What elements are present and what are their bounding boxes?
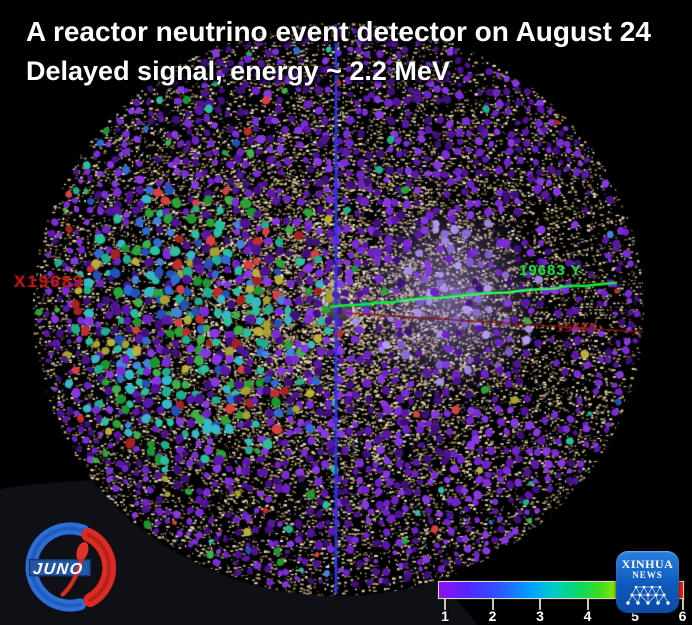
axis-label-x-left: X19683: [14, 272, 85, 291]
colorbar-tick-label: 4: [583, 608, 592, 624]
page-title: A reactor neutrino event detector on Aug…: [26, 16, 651, 47]
xinhua-logo-title: XINHUA: [621, 557, 674, 571]
colorbar-tick-label: 2: [488, 608, 497, 624]
colorbar-tick-label: 6: [678, 608, 687, 624]
colorbar-tick: [444, 599, 446, 610]
colorbar-tick-label: 5: [631, 608, 639, 624]
colorbar-tick-label: 1: [441, 608, 449, 624]
axis-label-x-right-faint: 19683: [556, 320, 598, 335]
colorbar-tick-label: 3: [536, 608, 544, 624]
colorbar-tick: [586, 599, 589, 610]
xinhua-news-logo: XINHUA NEWS: [616, 551, 679, 613]
colorbar-tick: [681, 599, 684, 610]
page-subtitle: Delayed signal, energy ~ 2.2 MeV: [26, 56, 450, 86]
juno-logo-text: JUNO: [32, 561, 85, 578]
juno-logo: JUNO: [24, 520, 117, 614]
xinhua-network-icon: [625, 585, 670, 605]
xinhua-logo-subtitle: NEWS: [632, 570, 663, 580]
colorbar-tick: [539, 599, 541, 610]
axis-label-y-right: 19683 Y: [519, 262, 582, 279]
colorbar-tick: [491, 599, 494, 610]
juno-logo-icon: [25, 522, 117, 612]
